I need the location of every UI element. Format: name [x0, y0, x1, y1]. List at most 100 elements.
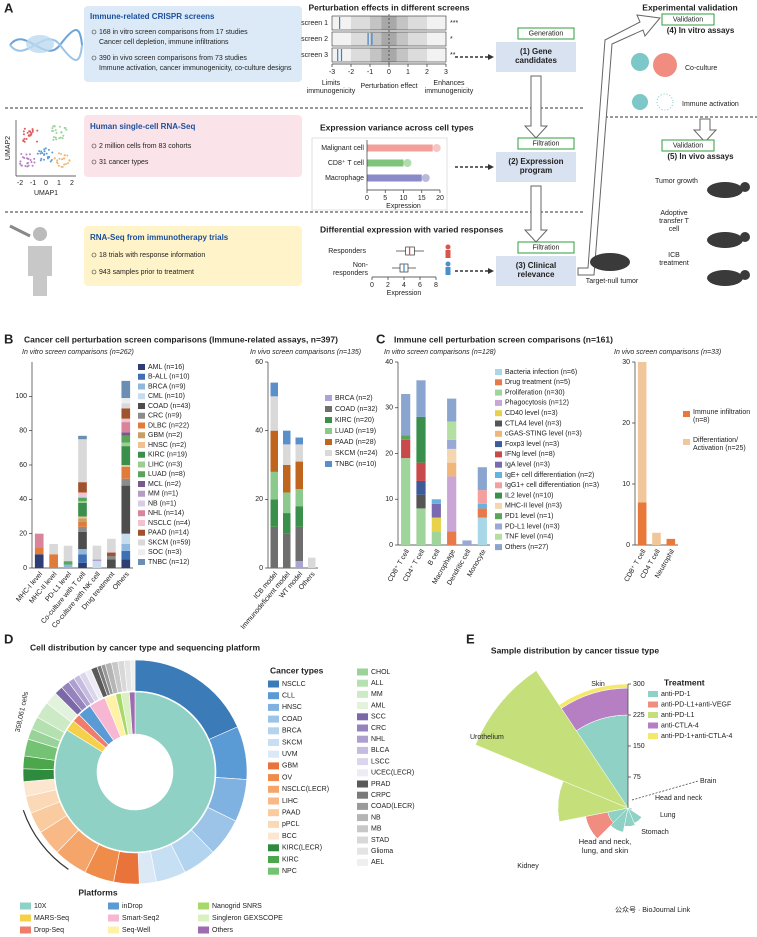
bar-segment [416, 462, 426, 481]
legend-label: BCC [282, 833, 297, 840]
category-label: Skin [591, 681, 605, 688]
y-tick-label: 10 [622, 481, 630, 488]
legend-label: Drug treatment (n=5) [505, 379, 570, 386]
chart-subtitle: In vitro screen comparisons (n=262) [22, 349, 134, 356]
legend-label: MM (n=1) [148, 491, 178, 498]
bar-segment [431, 499, 441, 504]
bar-segment [652, 532, 661, 545]
umap-tick: -1 [30, 180, 36, 187]
umap-dot [29, 133, 32, 136]
category-label: Macrophage [325, 175, 364, 182]
legend-label: PD-L1 level (n=3) [505, 523, 560, 530]
bar-segment [431, 503, 441, 518]
bar-segment [447, 439, 457, 449]
y-tick-label: 40 [255, 428, 263, 435]
legend-swatch [20, 926, 31, 934]
legend-swatch [357, 814, 368, 822]
legend-swatch [138, 539, 145, 546]
polar-segment [585, 811, 614, 840]
bar-segment [78, 495, 87, 498]
legend-swatch [20, 914, 31, 922]
bar-segment [78, 526, 87, 532]
bar-segment [295, 461, 303, 490]
category-label: Stomach [641, 829, 669, 836]
legend-swatch [138, 364, 145, 370]
legend-swatch [138, 481, 145, 487]
x-tick-label: 10 [400, 195, 408, 202]
axis-note: Limits immunogenicity [306, 80, 356, 96]
category-label: Non-responders [332, 262, 368, 278]
legend-label: TNBC (n=10) [335, 461, 376, 468]
legend-label: OV [282, 774, 292, 781]
mouse-icon [740, 270, 750, 280]
bar-segment [295, 444, 303, 462]
legend-swatch [357, 802, 368, 810]
assay-item: Co-culture [685, 65, 717, 72]
umap-dot [24, 165, 27, 168]
x-tick-label: 1 [406, 69, 410, 76]
legend-swatch [357, 735, 368, 743]
legend-swatch [357, 836, 368, 844]
legend-label: inDrop [122, 903, 143, 910]
legend-swatch [108, 926, 119, 934]
legend-label: BRCA (n=9) [148, 383, 186, 390]
y-tick-label: 20 [385, 450, 393, 457]
legend-swatch [325, 461, 332, 467]
umap-dot [55, 131, 58, 134]
umap-dot [61, 137, 64, 140]
step-tag-box [517, 27, 575, 40]
mouse-icon [707, 182, 743, 198]
panel-label: C [376, 331, 386, 346]
y-tick-label: 30 [622, 359, 630, 366]
bar-segment [477, 490, 487, 504]
bar-segment [270, 382, 278, 397]
block-arrow [523, 185, 549, 243]
legend-label: Proliferation (n=30) [505, 389, 565, 396]
bar-segment [63, 564, 73, 568]
legend-label: NB [371, 814, 381, 821]
legend-swatch [495, 502, 502, 509]
legend-swatch [138, 500, 145, 507]
person-icon [33, 227, 47, 241]
step-tag: Generation [529, 30, 564, 37]
bar [367, 144, 433, 152]
umap-dot [66, 154, 69, 157]
legend-swatch [325, 395, 332, 401]
umap-dot [52, 138, 55, 141]
step-tag-box [517, 241, 575, 254]
legend-swatch [268, 797, 279, 805]
legend-swatch [268, 809, 279, 817]
legend-swatch [20, 902, 31, 910]
bar-segment [283, 444, 291, 465]
chart-subtitle: In vivo screen comparisons (n=135) [250, 349, 361, 356]
umap-dot [52, 129, 55, 132]
y-tick-label: 20 [622, 420, 630, 427]
bar-segment [270, 499, 278, 527]
legend-swatch [138, 471, 145, 478]
block-arrow [692, 118, 718, 143]
legend-label: NHL [371, 736, 385, 743]
legend-label: KIRC (n=19) [148, 452, 187, 459]
umap-dot [25, 137, 28, 140]
assay-label: (4) In vitro assays [666, 26, 735, 35]
legend-label: CTLA4 level (n=3) [505, 420, 562, 427]
bar-segment [121, 478, 131, 486]
umap-dot [31, 130, 34, 133]
umap-dot [36, 152, 39, 155]
legend-label: Nanogrid SNRS [212, 903, 262, 910]
bar-segment [121, 398, 131, 404]
legend-swatch [268, 762, 279, 770]
screen-label: screen 3 [301, 52, 328, 59]
person-icon [445, 250, 451, 258]
legend-swatch [648, 691, 658, 697]
r-tick-label: 300 [633, 681, 645, 688]
legend-swatch [495, 389, 502, 396]
legend-swatch [495, 451, 502, 458]
legend-label: SKCM [282, 739, 302, 746]
umap-dot [65, 128, 68, 131]
umap-label: UMAP2 [5, 136, 12, 160]
bar-segment [78, 549, 87, 555]
umap-dot [27, 157, 30, 160]
x-axis-label: Perturbation effect [360, 83, 417, 90]
legend-label: IL2 level (n=10) [505, 492, 553, 499]
